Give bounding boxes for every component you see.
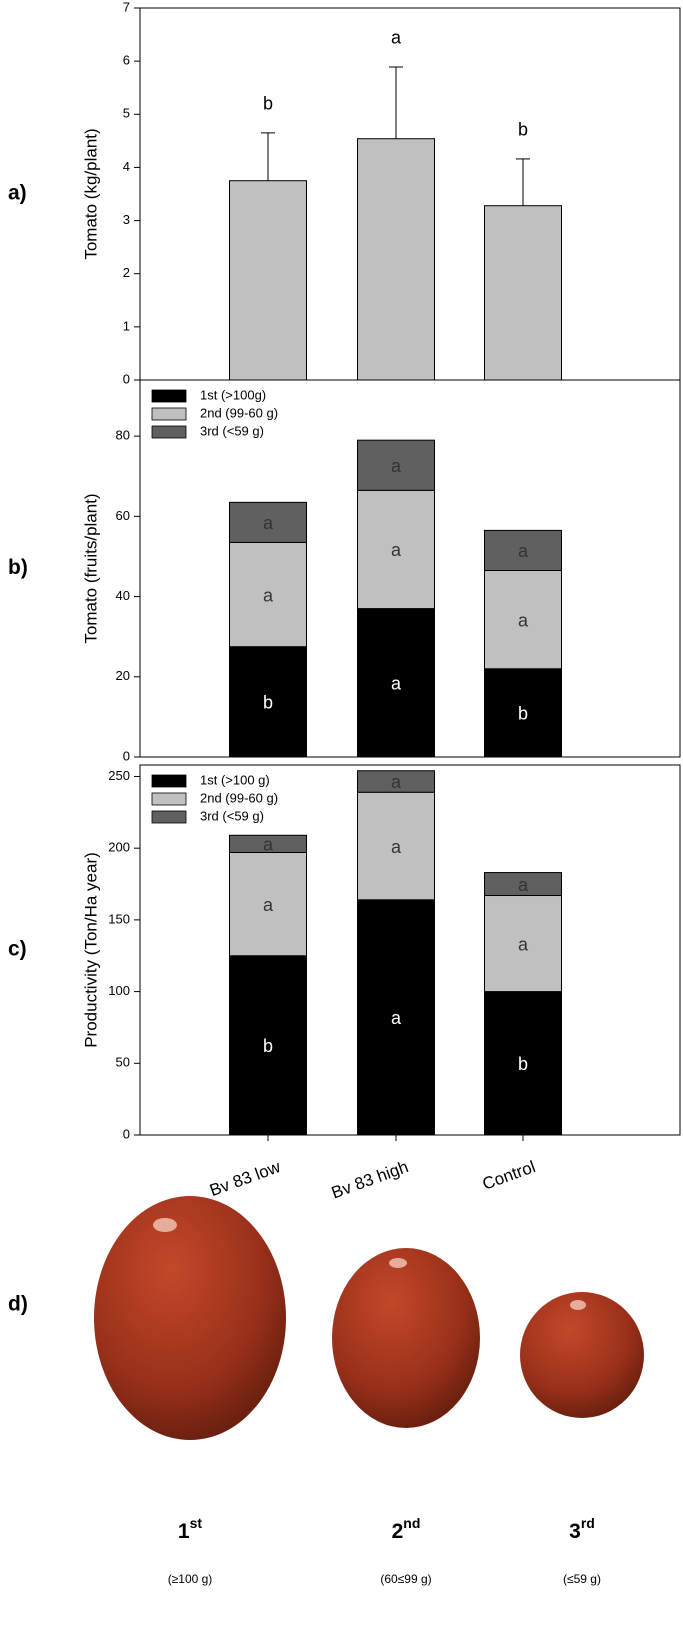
significance-letter: a [263, 513, 274, 533]
y-tick-label: 200 [108, 840, 130, 855]
y-tick-label: 1 [123, 318, 130, 333]
significance-letter: a [391, 28, 402, 48]
y-tick-label: 60 [116, 508, 130, 523]
panel-label: d) [8, 1293, 28, 1316]
bar-segment [229, 955, 307, 1136]
y-tick-label: 2 [123, 265, 130, 280]
y-tick-label: 3 [123, 212, 130, 227]
size-class-suffix: nd [403, 1515, 420, 1531]
legend-label: 3rd (<59 g) [200, 423, 264, 438]
x-tick-label: Control [480, 1157, 538, 1194]
bar-segment [357, 439, 435, 491]
significance-letter: a [263, 585, 274, 605]
x-tick-label: Bv 83 high [329, 1157, 411, 1202]
significance-letter: b [263, 94, 273, 114]
significance-letter: b [263, 1036, 273, 1056]
significance-letter: a [518, 610, 529, 630]
y-tick-label: 100 [108, 983, 130, 998]
tomato-photo [94, 1196, 644, 1440]
legend-label: 3rd (<59 g) [200, 808, 264, 823]
y-tick-label: 7 [123, 0, 130, 14]
legend-swatch [151, 810, 187, 824]
significance-letter: a [518, 875, 529, 895]
bar-segment [229, 834, 307, 853]
legend-swatch [151, 774, 187, 788]
size-class-range: (≥100 g) [168, 1572, 213, 1586]
size-class-range: (60≤99 g) [380, 1572, 431, 1586]
significance-letter: a [391, 674, 402, 694]
significance-letter: b [518, 1054, 528, 1074]
significance-letter: b [263, 693, 273, 713]
bar-segment [484, 872, 562, 897]
bar [484, 205, 562, 381]
size-class-label: 2nd [392, 1515, 421, 1543]
y-tick-label: 50 [116, 1055, 130, 1070]
significance-letter: a [391, 837, 402, 857]
bar [357, 138, 435, 381]
panel-label: a) [8, 182, 27, 205]
significance-letter: b [518, 704, 528, 724]
y-tick-label: 80 [116, 428, 130, 443]
size-class-label: 3rd [569, 1515, 595, 1543]
legend-swatch [151, 389, 187, 403]
panel-label: c) [8, 938, 27, 961]
bar-segment [484, 991, 562, 1136]
size-class-number: 1 [178, 1520, 190, 1543]
bar-segment [484, 529, 562, 572]
plot-frame [139, 764, 681, 1136]
legend-label: 2nd (99-60 g) [200, 405, 278, 420]
y-axis-title: Tomato (fruits/plant) [81, 493, 100, 643]
y-tick-label: 0 [123, 748, 130, 763]
bar-segment [357, 899, 435, 1136]
bar-segment [357, 791, 435, 901]
significance-letter: a [518, 934, 529, 954]
significance-letter: a [263, 835, 274, 855]
y-tick-label: 0 [123, 1126, 130, 1141]
legend-label: 1st (>100 g) [200, 772, 270, 787]
y-axis-title: Productivity (Ton/Ha year) [81, 852, 100, 1048]
legend-swatch [151, 425, 187, 439]
size-class-label: 1st [178, 1515, 202, 1543]
y-tick-label: 5 [123, 106, 130, 121]
y-tick-label: 40 [116, 588, 130, 603]
significance-letter: a [391, 456, 402, 476]
size-class-number: 2 [392, 1520, 404, 1543]
bar-segment [484, 668, 562, 758]
significance-letter: a [391, 540, 402, 560]
size-class-suffix: rd [581, 1515, 595, 1531]
bar [229, 180, 307, 381]
plot-frame [139, 379, 681, 758]
y-tick-label: 250 [108, 768, 130, 783]
significance-letter: a [391, 1008, 402, 1028]
significance-letter: a [391, 772, 402, 792]
y-tick-label: 6 [123, 53, 130, 68]
panel-label: b) [8, 556, 28, 579]
y-tick-label: 20 [116, 668, 130, 683]
bar-segment [484, 895, 562, 993]
y-tick-label: 150 [108, 911, 130, 926]
size-class-number: 3 [569, 1520, 581, 1543]
legend-label: 1st (>100g) [200, 387, 266, 402]
bar-segment [229, 541, 307, 648]
significance-letter: a [518, 541, 529, 561]
legend-swatch [151, 407, 187, 421]
bar-segment [484, 570, 562, 670]
y-tick-label: 0 [123, 371, 130, 386]
size-class-range: (≤59 g) [563, 1572, 601, 1586]
y-tick-label: 4 [123, 159, 130, 174]
y-axis-title: Tomato (kg/plant) [81, 128, 100, 259]
bar-segment [229, 501, 307, 543]
legend-swatch [151, 792, 187, 806]
size-class-suffix: st [190, 1515, 203, 1531]
bar-segment [357, 489, 435, 610]
legend-label: 2nd (99-60 g) [200, 790, 278, 805]
significance-letter: b [518, 120, 528, 140]
significance-letter: a [263, 895, 274, 915]
x-tick-label: Bv 83 low [207, 1157, 283, 1200]
bar-segment [357, 770, 435, 793]
